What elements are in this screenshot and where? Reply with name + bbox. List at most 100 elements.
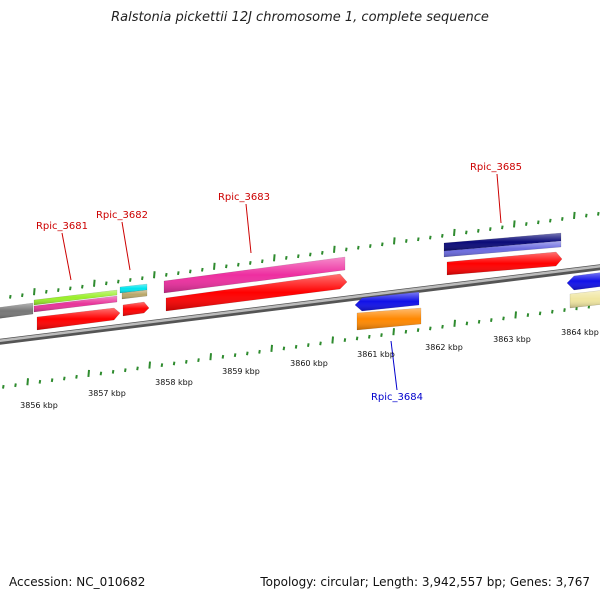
accession-text: Accession: NC_010682 xyxy=(9,575,146,589)
tick-mark xyxy=(477,319,481,324)
tick-mark xyxy=(2,384,5,389)
tick-mark xyxy=(381,242,384,247)
scale-label: 3861 kbp xyxy=(357,350,395,359)
gene-features xyxy=(0,232,600,331)
tick-mark xyxy=(246,351,249,356)
tick-mark xyxy=(441,324,444,329)
tick-mark xyxy=(165,272,168,277)
tick-mark xyxy=(513,220,516,228)
tick-mark xyxy=(307,343,310,348)
gene-labels: Rpic_3681 Rpic_3682 Rpic_3683 Rpic_3684 Rpic… xyxy=(36,162,522,403)
tick-mark xyxy=(189,269,192,274)
tick-mark xyxy=(380,333,383,338)
tick-mark xyxy=(597,211,600,216)
leader-line xyxy=(390,340,398,391)
tick-mark xyxy=(111,369,115,374)
gene-3682-cds-khaki-shading xyxy=(122,290,147,299)
tick-mark xyxy=(105,281,108,286)
tick-mark xyxy=(404,329,408,334)
tick-mark xyxy=(417,237,420,242)
tick-mark xyxy=(369,244,372,248)
tick-mark xyxy=(453,319,456,327)
tick-mark xyxy=(221,354,225,359)
gene-label[interactable]: Rpic_3682 xyxy=(96,210,148,221)
tick-mark xyxy=(141,276,144,281)
tick-mark xyxy=(319,341,322,346)
tick-mark xyxy=(209,353,212,361)
tick-mark xyxy=(357,245,360,250)
tick-mark xyxy=(87,369,90,377)
tick-mark xyxy=(124,368,127,373)
tick-mark xyxy=(465,321,469,326)
tick-mark xyxy=(514,311,517,319)
tick-mark xyxy=(538,311,542,316)
scale-label: 3857 kbp xyxy=(88,389,126,398)
tick-mark xyxy=(261,259,264,264)
tick-mark xyxy=(368,334,371,339)
gene-3685-gene-shading xyxy=(447,252,562,275)
gene-label[interactable]: Rpic_3685 xyxy=(470,162,522,173)
tick-mark xyxy=(225,264,228,269)
scale-label: 3859 kbp xyxy=(222,367,260,376)
leader-line xyxy=(496,173,502,224)
tick-mark xyxy=(75,374,78,379)
tick-mark xyxy=(69,286,72,291)
gene-3682-cds-cyan-shading xyxy=(120,284,147,293)
tick-mark xyxy=(490,318,493,322)
tick-mark xyxy=(343,338,347,343)
tick-mark xyxy=(285,255,288,260)
tick-mark xyxy=(477,228,480,233)
tick-mark xyxy=(249,261,252,265)
gene-3684-gene-shading xyxy=(357,308,421,330)
tick-mark xyxy=(93,279,96,287)
tick-mark xyxy=(537,220,540,225)
tick-mark xyxy=(148,361,151,369)
gene-label[interactable]: Rpic_3681 xyxy=(36,221,88,232)
tick-mark xyxy=(38,379,42,384)
tick-mark xyxy=(465,230,468,235)
tick-mark xyxy=(273,254,276,262)
page-title: Ralstonia pickettii 12J chromosome 1, co… xyxy=(111,10,489,25)
label-leader-lines xyxy=(61,173,502,391)
tick-mark xyxy=(429,235,432,240)
tick-mark xyxy=(416,328,420,332)
gene-label[interactable]: Rpic_3683 xyxy=(218,192,270,203)
gene-3681-cds-green-shading xyxy=(34,290,117,305)
tick-mark xyxy=(453,228,456,236)
gene-3685-cds-slate-shading xyxy=(444,241,561,257)
scale-label: 3858 kbp xyxy=(155,378,193,387)
tick-mark xyxy=(441,233,444,238)
tick-mark xyxy=(197,358,200,363)
tick-mark xyxy=(333,245,336,253)
tick-mark xyxy=(561,216,564,221)
tick-mark xyxy=(33,288,36,296)
tick-mark xyxy=(9,294,12,299)
tick-marks-outer xyxy=(9,211,600,299)
tick-mark xyxy=(270,344,273,352)
tick-mark xyxy=(501,225,504,230)
tick-mark xyxy=(129,277,132,282)
gene-3685-cds-navy-shading xyxy=(444,233,561,251)
gene-partial-right-blue-shading xyxy=(567,272,600,290)
tick-mark xyxy=(117,279,120,284)
tick-mark xyxy=(81,284,84,289)
summary-text: Topology: circular; Length: 3,942,557 bp… xyxy=(260,575,590,589)
gene-3683-cds-shading xyxy=(164,257,345,293)
tick-mark xyxy=(282,346,286,351)
tick-mark xyxy=(549,218,552,223)
tick-mark xyxy=(160,363,164,368)
tick-mark xyxy=(429,326,432,331)
tick-mark xyxy=(26,378,29,386)
gene-3681-cds-pink-shading xyxy=(34,296,117,312)
tick-mark xyxy=(405,239,408,243)
gene-label[interactable]: Rpic_3684 xyxy=(371,392,423,403)
tick-mark xyxy=(331,336,334,344)
tick-mark xyxy=(99,371,103,376)
tick-mark xyxy=(177,271,180,276)
scale-label: 3856 kbp xyxy=(20,401,58,410)
gene-partial-left-grey-shading xyxy=(0,303,33,319)
tick-mark xyxy=(585,213,588,218)
scale-label: 3863 kbp xyxy=(493,335,531,344)
tick-mark xyxy=(136,366,139,371)
